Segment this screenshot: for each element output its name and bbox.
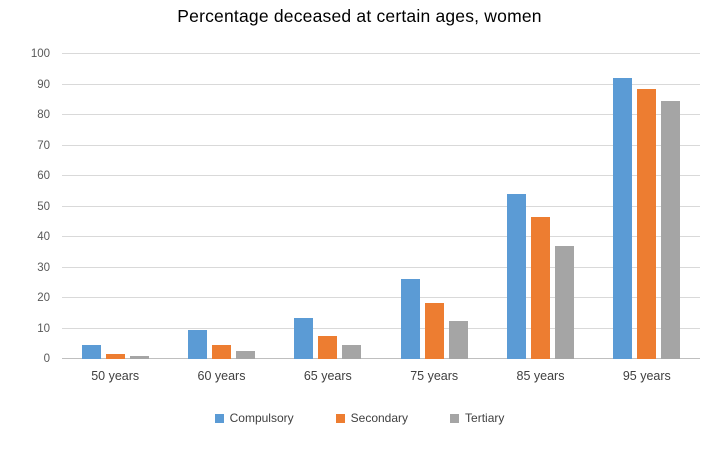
gridline (62, 327, 700, 329)
legend-swatch-icon (214, 413, 224, 423)
x-tick-label: 85 years (516, 369, 565, 383)
y-tick-label: 80 (37, 109, 50, 121)
chart-title: Percentage deceased at certain ages, wom… (177, 6, 542, 26)
bar-group (487, 54, 593, 359)
x-tick-label: 95 years (622, 369, 671, 383)
x-tick-label: 50 years (91, 369, 140, 383)
bar-secondary (211, 344, 231, 359)
bar-secondary (105, 353, 125, 359)
legend-label: Compulsory (229, 411, 294, 425)
y-tick-label: 90 (37, 78, 50, 91)
bar-compulsory (613, 78, 633, 359)
plot-area (62, 53, 700, 359)
x-tick-label: 65 years (303, 369, 352, 383)
bar-secondary (318, 336, 338, 359)
bar-compulsory (294, 318, 314, 359)
gridline (62, 53, 700, 54)
bar-group (275, 54, 381, 359)
bar-compulsory (81, 345, 101, 359)
gridline (62, 236, 700, 237)
gridline (62, 83, 700, 85)
bar-compulsory (506, 193, 526, 359)
y-tick-label: 10 (37, 322, 50, 335)
y-tick-label: 60 (37, 170, 50, 182)
legend: Compulsory Secondary Tertiary (0, 411, 719, 425)
legend-item-tertiary: Tertiary (450, 411, 504, 425)
x-tick-label: 60 years (197, 369, 246, 383)
x-axis-line (62, 358, 700, 359)
y-tick-label: 50 (37, 200, 50, 213)
legend-item-secondary: Secondary (335, 411, 409, 425)
bar-tertiary (661, 101, 681, 359)
bar-secondary (637, 88, 657, 359)
bar-group (62, 54, 168, 359)
bar-tertiary (235, 350, 255, 359)
y-tick-label: 30 (37, 261, 50, 274)
gridline (62, 175, 700, 176)
bar-compulsory (400, 278, 420, 359)
bar-tertiary (554, 245, 574, 359)
bar-group (381, 54, 487, 359)
legend-swatch-icon (335, 413, 345, 423)
bar-compulsory (187, 330, 207, 359)
x-tick-label: 75 years (410, 369, 459, 383)
y-tick-label: 70 (37, 139, 50, 152)
gridline (62, 266, 700, 268)
bar-secondary (530, 217, 550, 359)
bar-tertiary (448, 320, 468, 359)
bar-tertiary (342, 344, 362, 359)
y-tick-label: 40 (37, 231, 50, 243)
bar-group (594, 54, 700, 359)
legend-label: Secondary (350, 411, 409, 425)
gridline (62, 114, 700, 115)
gridline (62, 205, 700, 207)
legend-label: Tertiary (465, 411, 505, 425)
bar-tertiary (129, 355, 149, 359)
bar-secondary (424, 302, 444, 359)
gridline (62, 144, 700, 146)
y-tick-label: 20 (37, 292, 50, 304)
legend-item-compulsory: Compulsory (214, 411, 294, 425)
gridline (62, 297, 700, 298)
legend-swatch-icon (450, 413, 460, 423)
y-tick-label: 100 (30, 48, 50, 60)
y-tick-label: 0 (43, 353, 50, 365)
bar-group (168, 54, 274, 359)
